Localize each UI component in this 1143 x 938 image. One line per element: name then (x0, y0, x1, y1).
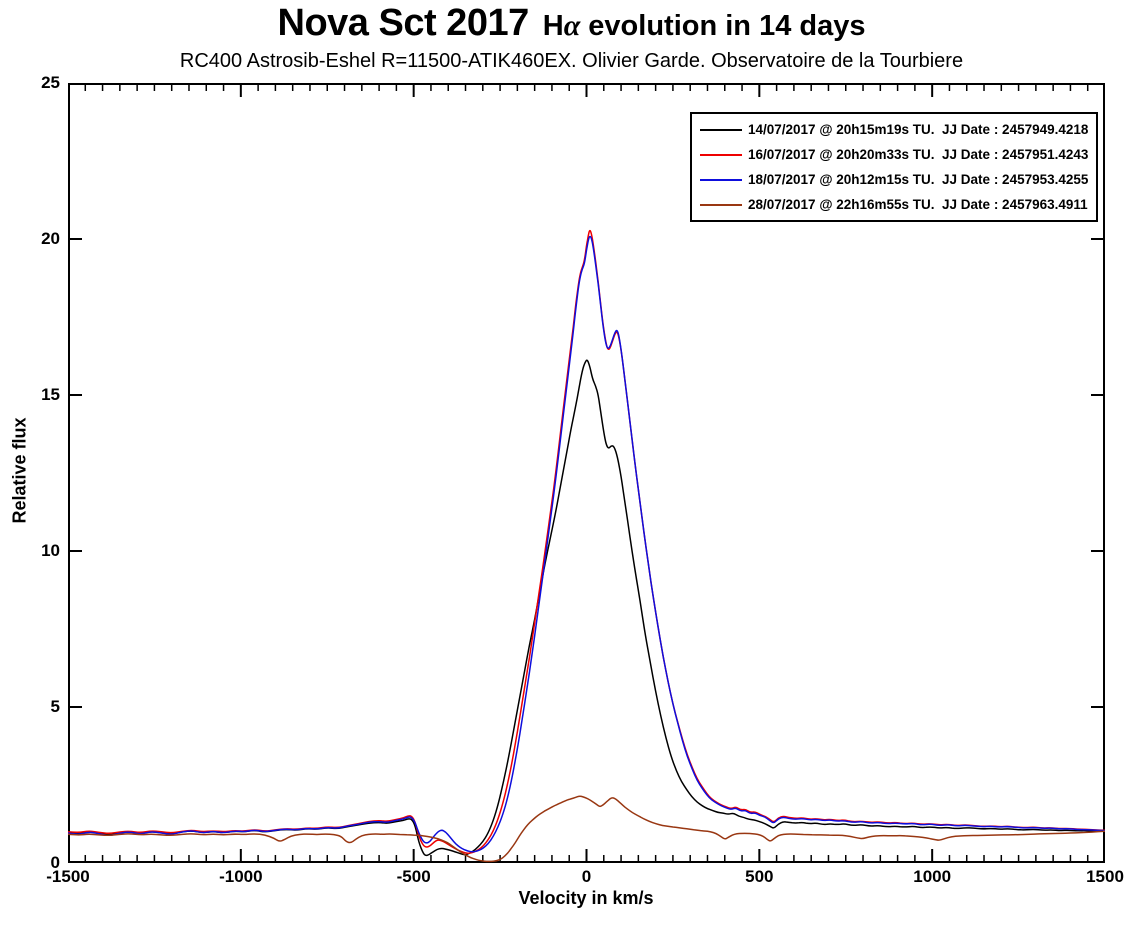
legend-label: 28/07/2017 @ 22h16m55s TU. JJ Date : 245… (748, 197, 1088, 212)
title-main: Nova Sct 2017 (277, 2, 530, 44)
legend-line-swatch (700, 128, 742, 131)
y-tick-label: 20 (41, 229, 60, 248)
x-tick-label: 1000 (913, 867, 952, 886)
legend-label: 14/07/2017 @ 20h15m19s TU. JJ Date : 245… (748, 122, 1089, 137)
legend: 14/07/2017 @ 20h15m19s TU. JJ Date : 245… (690, 112, 1098, 222)
series-line-3 (68, 795, 1105, 863)
y-tick-label: 0 (50, 853, 60, 872)
x-tick-label: 0 (581, 867, 592, 886)
y-tick-label: 25 (41, 73, 60, 92)
x-tick-label: -1500 (46, 867, 90, 886)
x-tick-label: -500 (396, 867, 431, 886)
legend-line-swatch (700, 153, 742, 156)
legend-item: 28/07/2017 @ 22h16m55s TU. JJ Date : 245… (692, 193, 1096, 217)
chart-title: Nova Sct 2017 H α evolution in 14 days (0, 2, 1143, 45)
title-alpha-symbol: α (563, 9, 581, 42)
legend-label: 16/07/2017 @ 20h20m33s TU. JJ Date : 245… (748, 147, 1089, 162)
plot-area (68, 83, 1105, 863)
legend-item: 16/07/2017 @ 20h20m33s TU. JJ Date : 245… (692, 143, 1096, 167)
chart-subtitle: RC400 Astrosib-Eshel R=11500-ATIK460EX. … (179, 50, 964, 72)
legend-line-swatch (700, 203, 742, 206)
x-axis-label: Velocity in km/s (518, 888, 654, 908)
legend-item: 18/07/2017 @ 20h12m15s TU. JJ Date : 245… (692, 168, 1096, 192)
y-tick-label: 5 (50, 697, 60, 716)
series-line-2 (68, 235, 1105, 853)
legend-item: 14/07/2017 @ 20h15m19s TU. JJ Date : 245… (692, 118, 1096, 142)
x-tick-label: 1500 (1086, 867, 1124, 886)
title-rest: evolution in 14 days (588, 10, 866, 42)
title-h-symbol: H (542, 10, 564, 42)
y-axis-label: Relative flux (9, 417, 30, 524)
legend-label: 18/07/2017 @ 20h12m15s TU. JJ Date : 245… (748, 172, 1089, 187)
x-tick-label: 500 (745, 867, 774, 886)
series-line-0 (68, 359, 1105, 857)
series-line-1 (68, 229, 1105, 854)
y-tick-label: 15 (41, 385, 60, 404)
x-tick-label: -1000 (219, 867, 263, 886)
y-tick-label: 10 (41, 541, 60, 560)
legend-line-swatch (700, 178, 742, 181)
